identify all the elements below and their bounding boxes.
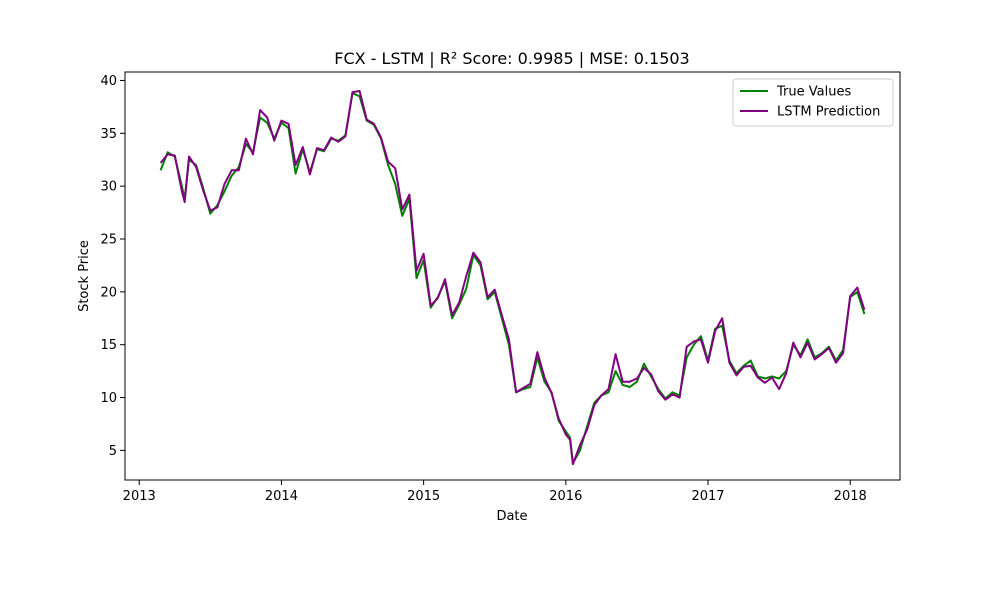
x-axis-title: Date	[496, 509, 527, 524]
y-axis-title: Stock Price	[77, 240, 92, 312]
legend-label: LSTM Prediction	[777, 105, 880, 120]
y-tick-label: 30	[100, 180, 117, 195]
x-tick-label: 2018	[834, 489, 867, 504]
plot-area: 2013 2014 2015 2016 2017 2018 5 10 15 20 25 30 35 40	[100, 71, 901, 504]
chart-title: FCX - LSTM | R² Score: 0.9985 | MSE: 0.1…	[334, 49, 689, 68]
y-tick-label: 5	[109, 444, 117, 459]
x-tick-label: 2015	[407, 489, 440, 504]
x-tick-label: 2013	[123, 489, 156, 504]
series-line-lstm-prediction	[159, 90, 866, 466]
y-tick-label: 40	[100, 74, 117, 89]
x-tick-label: 2014	[265, 489, 298, 504]
x-tick-label: 2017	[691, 489, 724, 504]
legend-label: True Values	[776, 85, 851, 100]
y-tick-label: 20	[100, 285, 117, 300]
y-tick-label: 15	[100, 338, 117, 353]
axes-frame	[124, 71, 901, 481]
y-tick-label: 25	[100, 233, 117, 248]
legend-box	[732, 78, 894, 127]
x-tick-label: 2016	[549, 489, 582, 504]
y-tick-label: 35	[100, 127, 117, 142]
legend: True Values LSTM Prediction	[732, 78, 894, 127]
y-tick-label: 10	[100, 391, 117, 406]
